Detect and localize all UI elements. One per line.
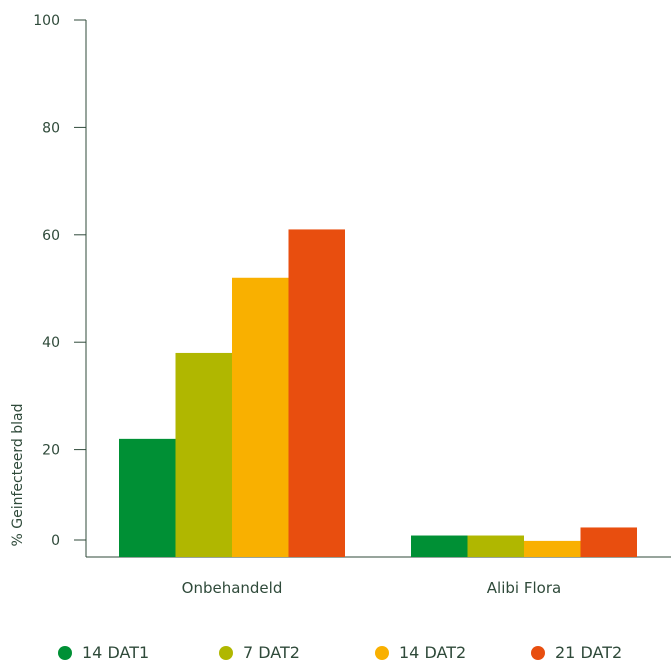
legend-label: 7 DAT2 bbox=[243, 643, 300, 662]
y-tick-label: 40 bbox=[42, 335, 60, 351]
legend-item: 14 DAT2 bbox=[375, 643, 466, 662]
legend: 14 DAT1 7 DAT2 14 DAT2 21 DAT2 bbox=[0, 643, 671, 663]
bar-alibi-flora-7-dat2 bbox=[467, 535, 524, 557]
bars bbox=[119, 229, 637, 557]
y-tick-label: 80 bbox=[42, 120, 60, 136]
bar-onbehandeld-7-dat2 bbox=[175, 352, 232, 557]
bar-alibi-flora-14-dat2 bbox=[524, 540, 581, 557]
bar-alibi-flora-14-dat1 bbox=[411, 535, 468, 557]
bar-onbehandeld-21-dat2 bbox=[288, 229, 345, 557]
y-axis-label: % Geinfecteerd blad bbox=[10, 403, 26, 546]
legend-item: 14 DAT1 bbox=[58, 643, 149, 662]
legend-item: 7 DAT2 bbox=[219, 643, 300, 662]
legend-swatch bbox=[219, 645, 233, 660]
y-tick-label: 20 bbox=[42, 443, 60, 459]
legend-swatch bbox=[58, 645, 72, 660]
bar-onbehandeld-14-dat1 bbox=[119, 438, 176, 557]
category-labels: Onbehandeld Alibi Flora bbox=[182, 579, 562, 597]
legend-swatch bbox=[375, 645, 389, 660]
legend-label: 14 DAT2 bbox=[399, 643, 467, 662]
y-tick-label: 100 bbox=[33, 13, 60, 29]
bar-onbehandeld-14-dat2 bbox=[232, 277, 289, 557]
bar-alibi-flora-21-dat2 bbox=[580, 527, 637, 557]
legend-item: 21 DAT2 bbox=[531, 643, 622, 662]
y-tick-label: 60 bbox=[42, 228, 60, 244]
legend-swatch bbox=[531, 645, 545, 660]
y-tick-label: 0 bbox=[51, 533, 60, 549]
legend-label: 14 DAT1 bbox=[82, 643, 150, 662]
legend-label: 21 DAT2 bbox=[555, 643, 623, 662]
y-ticks: 0 20 40 60 80 100 bbox=[33, 13, 86, 549]
x-category-label: Alibi Flora bbox=[487, 579, 561, 597]
x-category-label: Onbehandeld bbox=[182, 579, 283, 597]
